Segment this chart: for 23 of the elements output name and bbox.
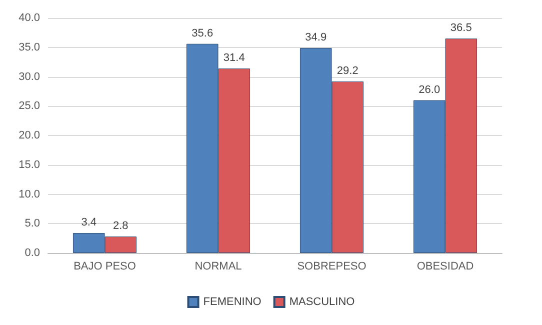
- y-tick-label: 25.0: [18, 100, 40, 112]
- y-tick-label: 30.0: [18, 70, 40, 83]
- y-tick-label: 20.0: [18, 130, 40, 142]
- data-label: 2.8: [112, 220, 128, 232]
- data-label: 34.9: [305, 31, 327, 44]
- x-tick-label: SOBREPESO: [297, 260, 367, 272]
- legend-label: FEMENINO: [203, 296, 262, 308]
- x-tick-label: NORMAL: [194, 260, 242, 272]
- y-tick-label: 0.0: [24, 247, 40, 259]
- legend-label: MASCULINO: [289, 296, 356, 308]
- y-tick-label: 35.0: [18, 41, 40, 54]
- y-tick-label: 15.0: [18, 158, 40, 171]
- y-tick-label: 40.0: [18, 12, 40, 24]
- x-tick-label: OBESIDAD: [416, 260, 474, 272]
- y-tick-label: 5.0: [24, 218, 40, 230]
- data-label: 36.5: [450, 22, 472, 34]
- data-label: 26.0: [418, 84, 440, 96]
- data-label: 29.2: [336, 64, 358, 77]
- data-label: 31.4: [223, 52, 245, 64]
- data-label: 3.4: [81, 216, 97, 229]
- data-label: 35.6: [192, 27, 214, 40]
- y-tick-label: 10.0: [18, 188, 40, 200]
- x-tick-label: BAJO PESO: [74, 260, 136, 272]
